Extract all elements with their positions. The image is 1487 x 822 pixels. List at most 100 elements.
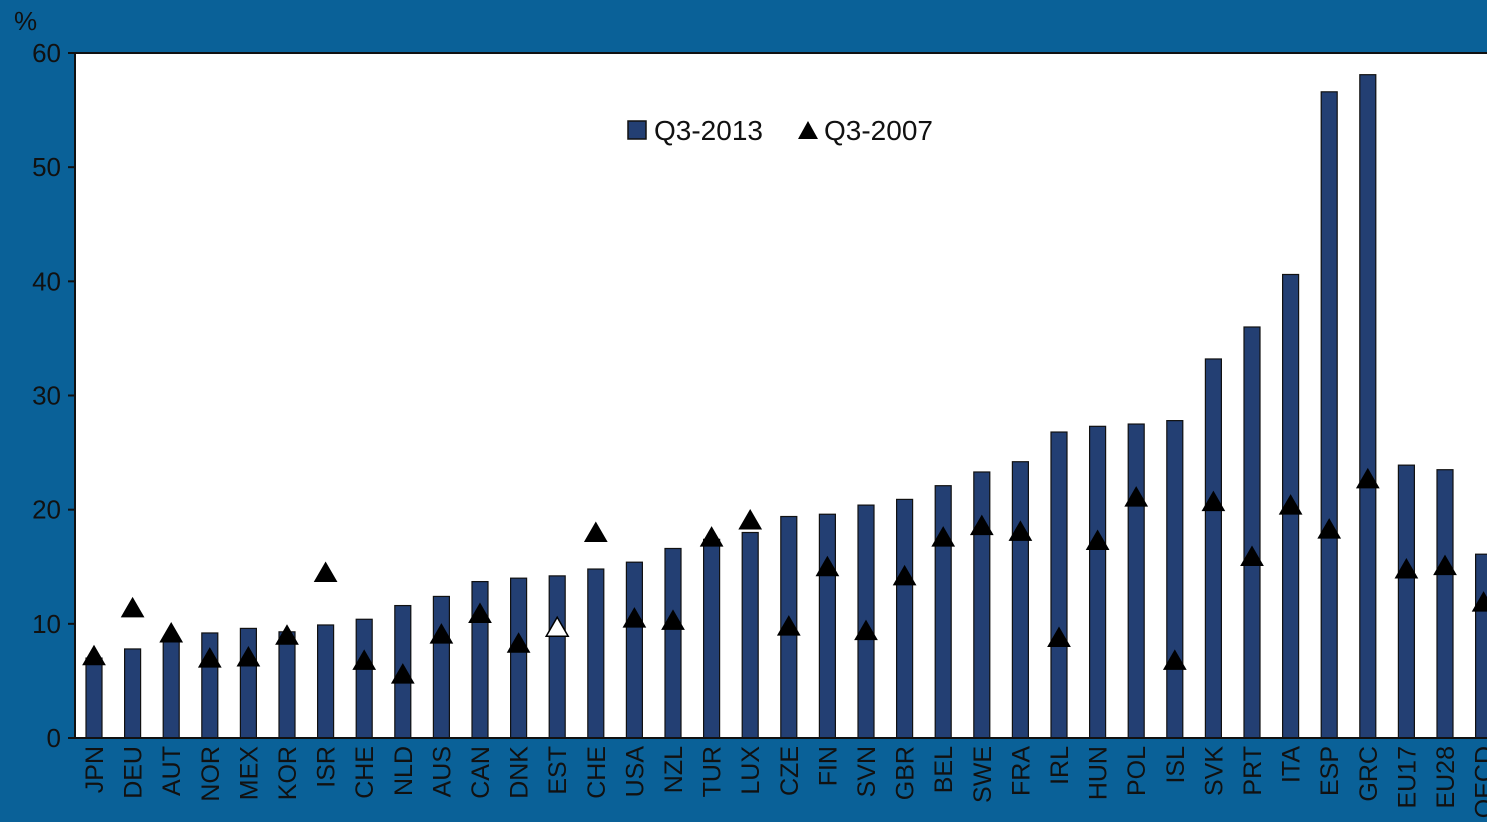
bar-svk	[1204, 358, 1223, 739]
x-tick-label: ITA	[1278, 746, 1306, 783]
y-tick-label: 0	[47, 723, 61, 753]
marker-nld	[390, 663, 415, 684]
x-tick-label: SWE	[969, 746, 997, 803]
marker-che	[583, 521, 608, 542]
bar-tur	[702, 538, 721, 739]
x-tick-label: PRT	[1239, 746, 1267, 796]
bar-eu17	[1397, 464, 1416, 739]
bar-kor	[278, 631, 296, 739]
x-tick-label: CAN	[467, 746, 495, 799]
marker-che	[352, 649, 377, 670]
bar-grc	[1359, 74, 1377, 739]
marker-cze	[776, 615, 801, 636]
x-tick-label: HUN	[1085, 746, 1113, 800]
x-tick-label: LUX	[737, 746, 765, 795]
marker-svn	[854, 619, 878, 641]
x-tick-label: CHE	[351, 746, 379, 799]
x-tick-label: NZL	[660, 746, 688, 793]
x-tick-label: NLD	[390, 746, 418, 796]
marker-fra	[1008, 520, 1033, 541]
marker-aut	[159, 621, 184, 643]
bar-fra	[1011, 461, 1030, 739]
x-axis: JPN DEU AUT NOR MEX KOR ISR CHE NLD AUS CAN DNK EST C…	[81, 746, 1487, 819]
x-tick-label: USA	[621, 746, 649, 798]
bar-mex	[239, 627, 257, 739]
bar-che	[355, 618, 373, 739]
y-tick-label: 60	[32, 38, 61, 68]
bar-lux	[741, 531, 759, 739]
x-tick-label: OECD	[1471, 746, 1487, 818]
bar-gbr	[895, 498, 914, 739]
x-tick-label: GBR	[892, 746, 920, 800]
legend-swatch-marker	[798, 121, 818, 139]
bar-jpn	[85, 657, 103, 739]
x-tick-label: SVK	[1200, 746, 1228, 796]
x-tick-label: DNK	[506, 746, 534, 799]
bar-est	[548, 575, 566, 739]
y-tick-label: 20	[32, 495, 61, 525]
marker-lux	[738, 508, 763, 530]
bar-pol	[1127, 423, 1145, 739]
x-tick-label: FIN	[814, 746, 842, 786]
bar-che	[587, 568, 605, 739]
x-tick-label: SVN	[853, 746, 881, 797]
x-tick-label: GRC	[1355, 746, 1383, 802]
x-tick-label: ISL	[1162, 746, 1190, 784]
marker-hun	[1085, 529, 1110, 550]
marker-usa	[622, 607, 647, 628]
bar-esp	[1320, 91, 1338, 739]
bar-nzl	[664, 547, 682, 739]
x-tick-label: FRA	[1007, 746, 1035, 796]
x-tick-label: AUS	[428, 746, 456, 797]
x-tick-label: CHE	[583, 746, 611, 799]
bar-isr	[317, 624, 335, 739]
bar-prt	[1243, 326, 1261, 739]
bar-usa	[625, 561, 644, 739]
bar-oecd	[1474, 553, 1487, 739]
bar-aut	[162, 636, 180, 739]
x-tick-label: BEL	[930, 746, 958, 793]
bar-fin	[818, 513, 837, 739]
marker-prt	[1240, 545, 1264, 566]
marker-can	[468, 602, 492, 624]
marker-svk	[1201, 490, 1226, 512]
x-tick-label: JPN	[81, 746, 109, 793]
y-tick-label: 40	[32, 266, 61, 296]
bar-eu28	[1436, 469, 1454, 739]
x-tick-label: AUT	[158, 746, 186, 796]
marker-oecd	[1471, 591, 1487, 612]
marker-gbr	[892, 564, 917, 586]
legend-label-bar: Q3-2013	[654, 115, 763, 146]
x-tick-label: DEU	[120, 746, 148, 799]
marker-series	[82, 467, 1487, 684]
x-tick-label: MEX	[235, 746, 263, 801]
marker-nor	[197, 647, 222, 668]
bar-isl	[1166, 420, 1184, 739]
x-tick-label: EST	[544, 746, 572, 795]
legend-swatch-bar	[627, 120, 647, 140]
marker-bel	[931, 526, 956, 547]
x-tick-label: CZE	[776, 746, 804, 796]
marker-swe	[969, 514, 994, 536]
legend: Q3-2013 Q3-2007	[627, 115, 933, 146]
bar-bel	[934, 485, 952, 739]
marker-grc	[1355, 467, 1380, 489]
legend-label-marker: Q3-2007	[824, 115, 933, 146]
y-axis: 0 10 20 30 40 50 60	[32, 38, 75, 753]
marker-est	[544, 615, 570, 638]
marker-esp	[1317, 518, 1342, 539]
marker-pol	[1124, 486, 1149, 507]
bar-deu	[123, 648, 142, 739]
x-tick-label: EU28	[1432, 746, 1460, 809]
marker-isl	[1162, 649, 1187, 670]
x-tick-label: ESP	[1316, 746, 1344, 796]
y-tick-label: 50	[32, 152, 61, 182]
marker-aus	[429, 623, 454, 644]
marker-fin	[815, 555, 840, 577]
x-tick-label: POL	[1123, 746, 1151, 796]
marker-kor	[275, 624, 299, 645]
x-tick-label: TUR	[699, 746, 727, 797]
bar-irl	[1050, 431, 1068, 739]
bar-hun	[1088, 425, 1107, 739]
